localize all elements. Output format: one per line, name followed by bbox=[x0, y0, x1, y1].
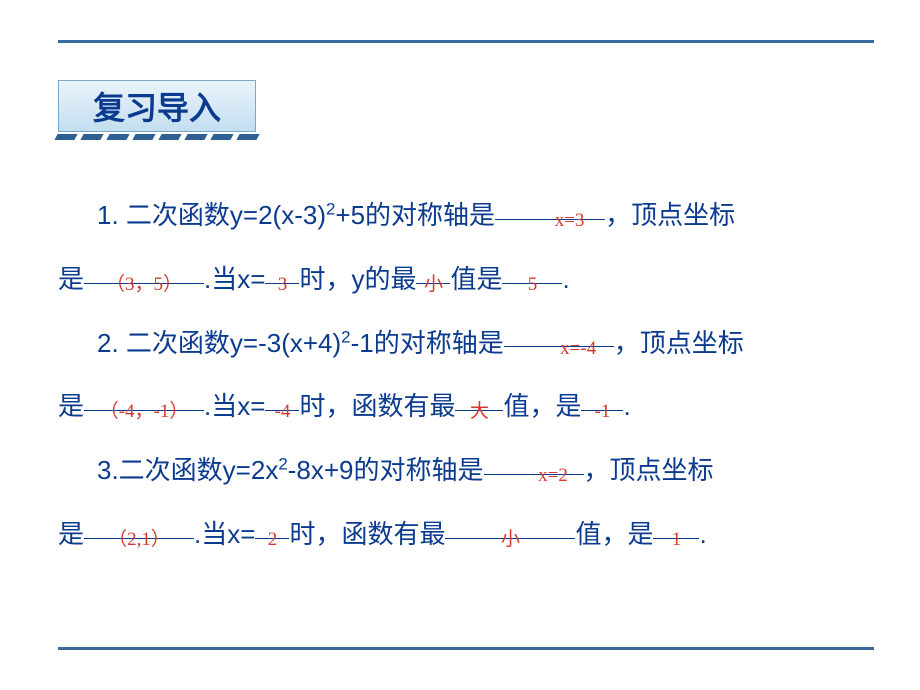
text: 是 bbox=[58, 519, 84, 549]
text: ，顶点坐标 bbox=[584, 455, 714, 485]
text: .当x= bbox=[204, 264, 265, 294]
answer-type: 小 bbox=[501, 529, 520, 550]
text: 时，函数有最 bbox=[299, 391, 455, 421]
blank-val: 1 bbox=[653, 505, 699, 539]
section-title-text: 复习导入 bbox=[93, 83, 221, 129]
superscript: 2 bbox=[278, 455, 287, 474]
blank-x: 2 bbox=[255, 505, 289, 539]
text: +5的对称轴是 bbox=[335, 200, 495, 230]
answer-axis: x=-4 bbox=[560, 338, 596, 359]
blank-val: 5 bbox=[502, 250, 562, 284]
problem-1-line-2: 是（3，5）.当x=3时，y的最小值是5. bbox=[58, 250, 874, 310]
blank-val: -1 bbox=[581, 377, 623, 411]
problem-2-line-1: 2. 二次函数y=-3(x+4)2-1的对称轴是x=-4，顶点坐标 bbox=[58, 314, 874, 374]
answer-vertex: （2,1） bbox=[108, 529, 170, 550]
answer-val: 1 bbox=[672, 529, 682, 550]
dash-segment bbox=[184, 134, 207, 140]
text: 时，函数有最 bbox=[289, 519, 445, 549]
blank-type: 小 bbox=[416, 250, 450, 284]
problem-1-line-1: 1. 二次函数y=2(x-3)2+5的对称轴是x=3，顶点坐标 bbox=[58, 186, 874, 246]
blank-axis: x=2 bbox=[484, 441, 584, 475]
answer-x: 3 bbox=[278, 274, 288, 295]
problem-3-line-2: 是（2,1）.当x=2时，函数有最小值，是1. bbox=[58, 505, 874, 565]
blank-x: 3 bbox=[265, 250, 299, 284]
section-title-box: 复习导入 bbox=[58, 80, 256, 132]
answer-type: 大 bbox=[470, 401, 489, 422]
text: 是 bbox=[58, 391, 84, 421]
text: .当x= bbox=[204, 391, 265, 421]
dash-segment bbox=[132, 134, 155, 140]
text: 值是 bbox=[450, 264, 502, 294]
problem-2-line-2: 是（-4，-1）.当x=-4时，函数有最大值，是-1. bbox=[58, 377, 874, 437]
text: . bbox=[699, 519, 706, 549]
blank-vertex: （3，5） bbox=[84, 250, 204, 284]
blank-vertex: （2,1） bbox=[84, 505, 194, 539]
blank-x: -4 bbox=[265, 377, 299, 411]
answer-val: -1 bbox=[595, 401, 611, 422]
text: 时，y的最 bbox=[299, 264, 416, 294]
text: ，顶点坐标 bbox=[605, 200, 735, 230]
top-rule bbox=[58, 40, 874, 43]
answer-axis: x=2 bbox=[538, 465, 568, 486]
answer-type: 小 bbox=[424, 274, 443, 295]
text: ，顶点坐标 bbox=[614, 328, 744, 358]
problem-3-line-1: 3.二次函数y=2x2-8x+9的对称轴是x=2，顶点坐标 bbox=[58, 441, 874, 501]
dash-segment bbox=[54, 134, 77, 140]
text: 值，是 bbox=[503, 391, 581, 421]
superscript: 2 bbox=[326, 199, 335, 218]
blank-type: 大 bbox=[455, 377, 503, 411]
text: 3.二次函数y=2x bbox=[97, 455, 278, 485]
problems-content: 1. 二次函数y=2(x-3)2+5的对称轴是x=3，顶点坐标 是（3，5）.当… bbox=[58, 186, 874, 569]
superscript: 2 bbox=[341, 327, 350, 346]
dash-segment bbox=[236, 134, 259, 140]
text: .当x= bbox=[194, 519, 255, 549]
dash-segment bbox=[106, 134, 129, 140]
dash-segment bbox=[210, 134, 233, 140]
text: -1的对称轴是 bbox=[351, 328, 504, 358]
blank-axis: x=3 bbox=[495, 186, 605, 220]
dash-segment bbox=[80, 134, 103, 140]
text: -8x+9的对称轴是 bbox=[288, 455, 484, 485]
blank-vertex: （-4，-1） bbox=[84, 377, 204, 411]
answer-vertex: （-4，-1） bbox=[100, 401, 189, 422]
text: . bbox=[562, 264, 569, 294]
answer-x: -4 bbox=[275, 401, 291, 422]
answer-val: 5 bbox=[528, 274, 538, 295]
text: 是 bbox=[58, 264, 84, 294]
text: 值，是 bbox=[575, 519, 653, 549]
text: . bbox=[623, 391, 630, 421]
blank-axis: x=-4 bbox=[504, 314, 614, 348]
blank-type: 小 bbox=[445, 505, 575, 539]
text: 2. 二次函数y=-3(x+4) bbox=[97, 328, 341, 358]
text: 1. 二次函数y=2(x-3) bbox=[97, 200, 326, 230]
bottom-rule bbox=[58, 647, 874, 650]
answer-x: 2 bbox=[268, 529, 278, 550]
dash-segment bbox=[158, 134, 181, 140]
answer-axis: x=3 bbox=[555, 210, 585, 231]
answer-vertex: （3，5） bbox=[106, 274, 182, 295]
dash-decoration bbox=[56, 134, 258, 140]
